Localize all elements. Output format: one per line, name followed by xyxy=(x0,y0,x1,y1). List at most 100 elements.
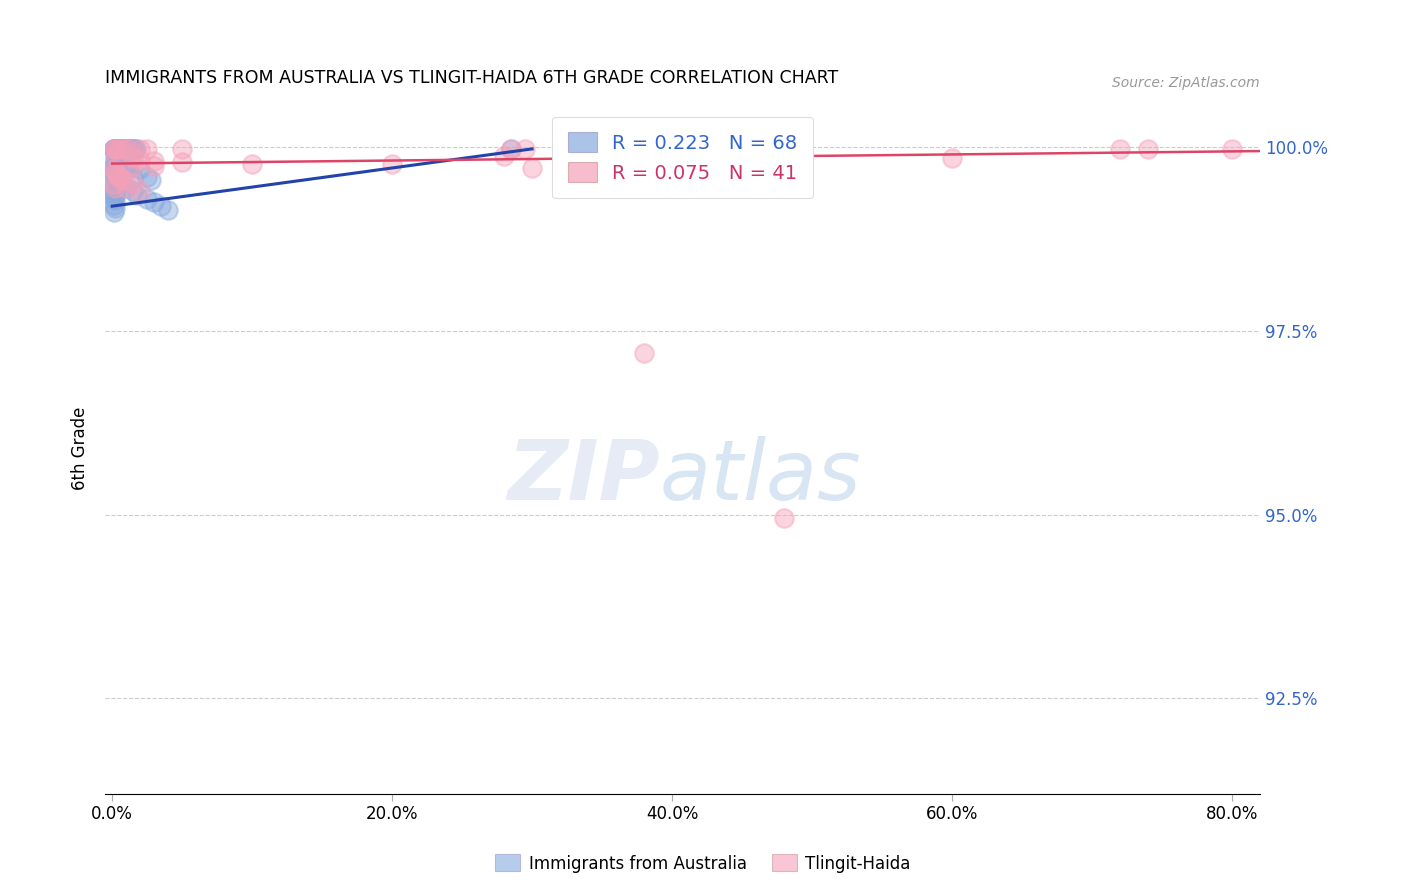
Point xyxy=(104,177,127,191)
Point xyxy=(104,201,127,215)
Point xyxy=(104,181,127,195)
Point xyxy=(108,142,131,156)
Point xyxy=(143,159,166,173)
Point xyxy=(513,142,536,156)
Point xyxy=(111,142,134,156)
Point xyxy=(633,346,655,360)
Point xyxy=(108,152,131,166)
Point xyxy=(103,161,125,175)
Point xyxy=(121,142,143,156)
Point xyxy=(103,142,125,156)
Point xyxy=(172,142,194,156)
Point xyxy=(122,159,145,173)
Text: IMMIGRANTS FROM AUSTRALIA VS TLINGIT-HAIDA 6TH GRADE CORRELATION CHART: IMMIGRANTS FROM AUSTRALIA VS TLINGIT-HAI… xyxy=(105,69,838,87)
Point xyxy=(122,169,145,184)
Point xyxy=(125,142,148,156)
Point xyxy=(115,181,138,195)
Point xyxy=(103,155,125,169)
Point xyxy=(107,150,129,164)
Point xyxy=(104,183,127,197)
Point xyxy=(104,194,127,208)
Point xyxy=(107,169,129,183)
Point xyxy=(104,142,127,156)
Point xyxy=(122,142,145,156)
Point xyxy=(104,147,127,161)
Text: ZIP: ZIP xyxy=(506,435,659,516)
Point xyxy=(103,142,125,156)
Point xyxy=(103,162,125,177)
Point xyxy=(112,142,135,156)
Point xyxy=(941,152,963,166)
Point xyxy=(112,173,135,187)
Point xyxy=(115,181,138,195)
Point xyxy=(110,153,132,167)
Point xyxy=(111,142,134,156)
Text: Source: ZipAtlas.com: Source: ZipAtlas.com xyxy=(1112,76,1260,89)
Point xyxy=(129,153,152,167)
Point xyxy=(143,153,166,168)
Point xyxy=(494,149,516,163)
Legend: Immigrants from Australia, Tlingit-Haida: Immigrants from Australia, Tlingit-Haida xyxy=(489,847,917,880)
Text: atlas: atlas xyxy=(659,435,860,516)
Point xyxy=(103,181,125,195)
Point xyxy=(115,142,138,156)
Point xyxy=(114,142,136,156)
Point xyxy=(105,173,128,187)
Point xyxy=(501,142,523,156)
Point xyxy=(105,164,128,178)
Point xyxy=(381,156,404,170)
Point xyxy=(107,178,129,193)
Point xyxy=(122,152,145,166)
Point xyxy=(108,142,131,156)
Point xyxy=(120,142,142,156)
Point xyxy=(104,162,127,177)
Point xyxy=(103,192,125,206)
Point xyxy=(103,205,125,219)
Point xyxy=(108,169,131,184)
Point xyxy=(103,142,125,156)
Point xyxy=(150,199,173,213)
Point xyxy=(1220,142,1243,156)
Point xyxy=(107,160,129,174)
Point xyxy=(103,169,125,183)
Point xyxy=(118,142,141,156)
Point xyxy=(103,186,125,200)
Point xyxy=(520,161,543,175)
Point xyxy=(118,142,141,156)
Point xyxy=(240,156,263,170)
Point xyxy=(129,142,152,156)
Point xyxy=(104,142,127,156)
Point xyxy=(115,159,138,173)
Point xyxy=(104,142,127,156)
Point xyxy=(103,197,125,211)
Point xyxy=(104,188,127,202)
Point xyxy=(104,169,127,184)
Point xyxy=(127,188,149,202)
Point xyxy=(129,185,152,199)
Point xyxy=(110,142,132,156)
Point xyxy=(129,162,152,177)
Point xyxy=(103,142,125,156)
Point xyxy=(105,149,128,163)
Point xyxy=(115,142,138,156)
Point xyxy=(122,176,145,190)
Point xyxy=(124,142,146,156)
Point xyxy=(104,164,127,178)
Point xyxy=(773,511,796,525)
Point xyxy=(110,171,132,186)
Point xyxy=(136,169,159,184)
Point xyxy=(105,142,128,156)
Y-axis label: 6th Grade: 6th Grade xyxy=(72,407,89,491)
Point xyxy=(105,147,128,161)
Point xyxy=(105,142,128,156)
Point xyxy=(501,142,523,156)
Point xyxy=(122,185,145,199)
Point xyxy=(136,192,159,206)
Point xyxy=(141,173,163,187)
Point xyxy=(104,142,127,156)
Point xyxy=(103,176,125,190)
Point xyxy=(143,195,166,210)
Point xyxy=(118,161,141,175)
Point xyxy=(1109,142,1132,156)
Point xyxy=(104,156,127,170)
